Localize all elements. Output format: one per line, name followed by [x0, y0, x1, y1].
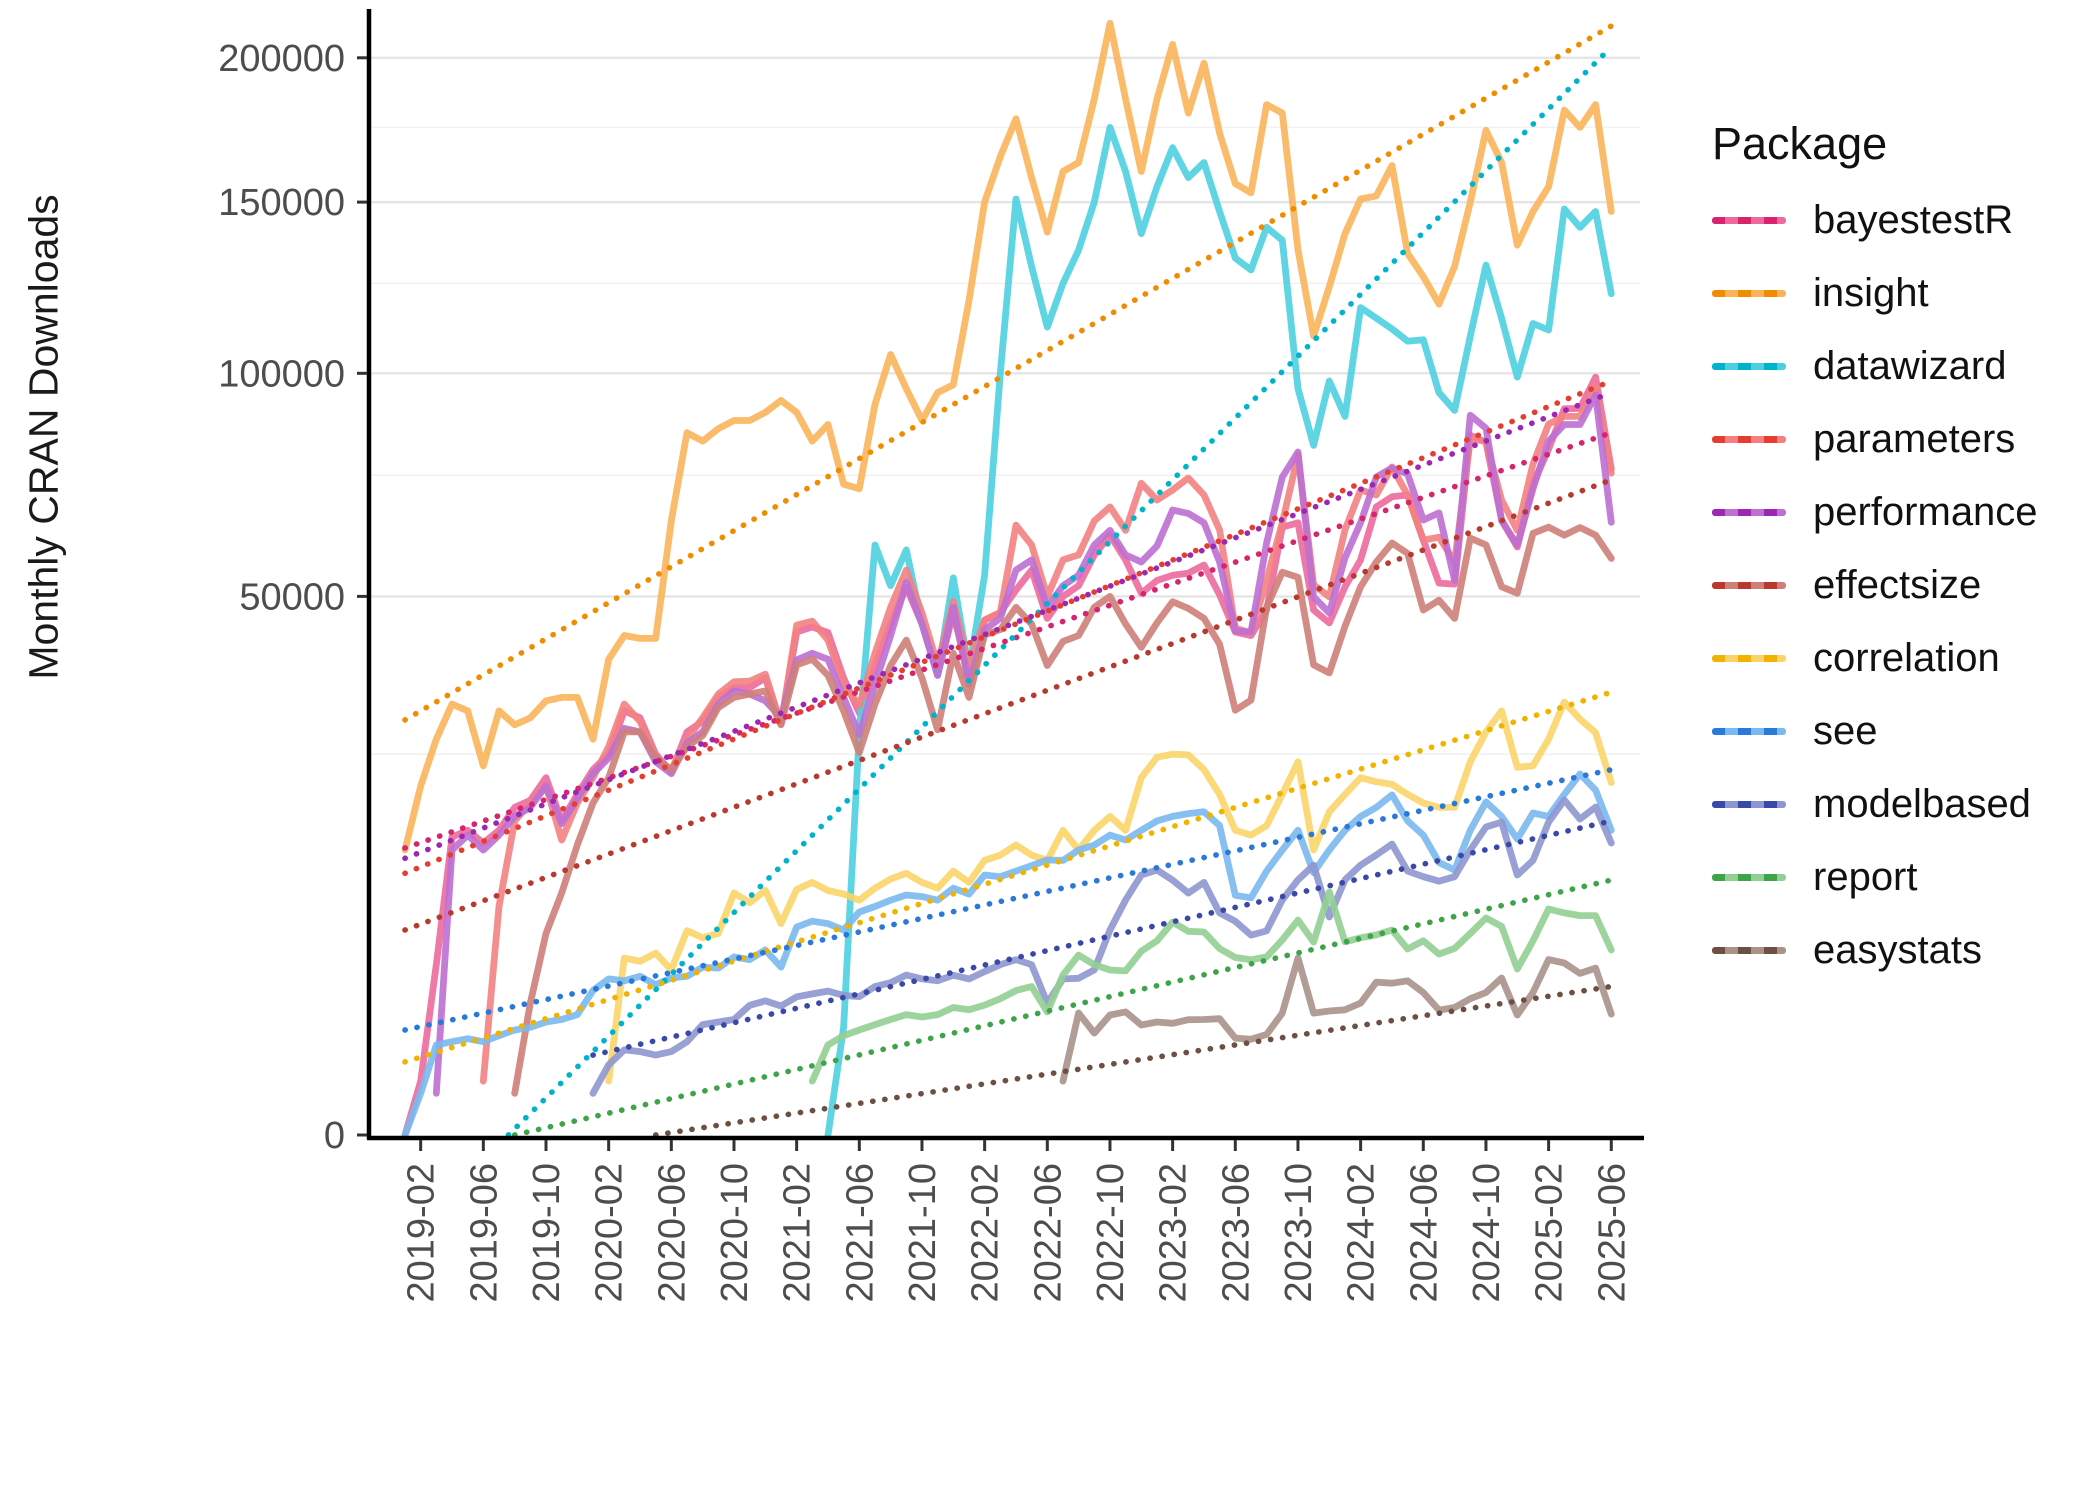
see-legend-key-icon	[1712, 727, 1786, 735]
legend-item-label: performance	[1813, 490, 2038, 534]
legend-item-label: parameters	[1813, 417, 2016, 461]
trend-line-correlation	[402, 689, 1615, 1065]
legend-title: Package	[1712, 118, 1888, 169]
bayestestR-legend-key-icon	[1712, 216, 1786, 224]
parameters-legend-key-icon	[1712, 435, 1786, 443]
series-line-see	[401, 770, 1615, 1139]
legend-item-label: insight	[1813, 271, 1929, 315]
legend-item-insight: insight	[1712, 273, 2092, 313]
x-tick-label: 2023-02	[1153, 1163, 1195, 1302]
x-tick-label: 2023-10	[1278, 1163, 1320, 1302]
legend-item-label: correlation	[1813, 636, 2000, 680]
y-tick-label: 0	[324, 1115, 345, 1157]
legend-item-label: easystats	[1813, 928, 1982, 972]
x-tick-label: 2020-06	[651, 1163, 693, 1302]
legend-item-parameters: parameters	[1712, 419, 2092, 459]
legend-item-easystats: easystats	[1712, 930, 2092, 970]
legend-item-label: bayestestR	[1813, 198, 2014, 242]
legend-item-performance: performance	[1712, 492, 2092, 532]
trend-line-effectsize	[402, 476, 1615, 933]
x-tick-label: 2021-02	[777, 1163, 819, 1302]
performance-legend-key-icon	[1712, 508, 1786, 516]
y-tick-label: 50000	[239, 576, 345, 618]
trend-line-report	[511, 877, 1615, 1138]
x-tick-label: 2022-10	[1090, 1163, 1132, 1302]
series-lines	[401, 19, 1615, 1139]
x-tick-label: 2020-02	[589, 1163, 631, 1302]
legend-item-bayestestR: bayestestR	[1712, 200, 2092, 240]
modelbased-legend-key-icon	[1712, 800, 1786, 808]
series-line-report	[808, 888, 1615, 1085]
series-line-easystats	[1059, 954, 1615, 1085]
legend: Package bayestestR insight datawizard param…	[1712, 118, 2092, 970]
trend-line-performance	[402, 389, 1615, 862]
x-tick-label: 2019-10	[526, 1163, 568, 1302]
y-tick-label: 150000	[218, 182, 345, 224]
trend-line-modelbased	[590, 818, 1615, 1058]
datawizard-legend-key-icon	[1712, 362, 1786, 370]
series-line-bayestestR	[401, 373, 1615, 1139]
trend-line-bayestestR	[402, 429, 1615, 851]
x-axis-ticks: 2019-02 2019-06 2019-10 2020-02 2020-06 2020-…	[401, 1140, 1633, 1302]
report-legend-key-icon	[1712, 873, 1786, 881]
series-line-datawizard	[824, 124, 1615, 1139]
x-tick-label: 2023-06	[1215, 1163, 1257, 1302]
x-tick-label: 2022-02	[965, 1163, 1007, 1302]
legend-item-label: datawizard	[1813, 344, 2007, 388]
insight-legend-key-icon	[1712, 289, 1786, 297]
trend-line-see	[402, 766, 1615, 1033]
trend-line-easystats	[652, 983, 1615, 1138]
legend-item-label: modelbased	[1813, 782, 2031, 826]
legend-item-label: report	[1813, 855, 1918, 899]
trend-line-datawizard	[505, 44, 1615, 1138]
series-line-effectsize	[511, 523, 1615, 1097]
y-axis-ticks: 0 50000 100000 150000 200000	[218, 38, 367, 1157]
x-tick-label: 2024-02	[1341, 1163, 1383, 1302]
legend-item-correlation: correlation	[1712, 638, 2092, 678]
y-tick-label: 100000	[218, 353, 345, 395]
gridlines-minor	[371, 126, 1640, 755]
legend-item-label: see	[1813, 709, 1878, 753]
x-tick-label: 2020-10	[714, 1163, 756, 1302]
x-tick-label: 2024-06	[1403, 1163, 1445, 1302]
trend-line-parameters	[402, 378, 1615, 877]
x-tick-label: 2022-06	[1027, 1163, 1069, 1302]
legend-item-effectsize: effectsize	[1712, 565, 2092, 605]
x-tick-label: 2019-06	[463, 1163, 505, 1302]
legend-item-see: see	[1712, 711, 2092, 751]
series-line-insight	[401, 19, 1615, 854]
x-tick-label: 2025-02	[1529, 1163, 1571, 1302]
correlation-legend-key-icon	[1712, 654, 1786, 662]
legend-item-modelbased: modelbased	[1712, 784, 2092, 824]
legend-item-datawizard: datawizard	[1712, 346, 2092, 386]
legend-item-label: effectsize	[1813, 563, 1982, 607]
easystats-legend-key-icon	[1712, 946, 1786, 954]
axes	[366, 9, 1644, 1141]
series-line-correlation	[605, 698, 1615, 1085]
trend-lines	[402, 23, 1615, 1138]
x-tick-label: 2024-10	[1466, 1163, 1508, 1302]
x-tick-label: 2021-10	[902, 1163, 944, 1302]
x-tick-label: 2019-02	[401, 1163, 443, 1302]
x-tick-label: 2025-06	[1591, 1163, 1633, 1302]
legend-items: bayestestR insight datawizard parameters per…	[1712, 200, 2092, 970]
effectsize-legend-key-icon	[1712, 581, 1786, 589]
legend-item-report: report	[1712, 857, 2092, 897]
series-line-modelbased	[589, 796, 1615, 1097]
x-tick-label: 2021-06	[839, 1163, 881, 1302]
y-tick-label: 200000	[218, 38, 345, 80]
trend-line-insight	[402, 23, 1615, 723]
